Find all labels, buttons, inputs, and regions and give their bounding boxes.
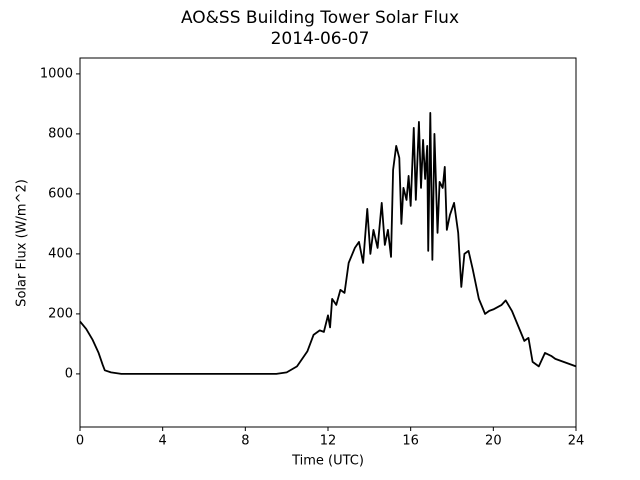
data-line <box>79 112 577 375</box>
x-axis-label: Time (UTC) <box>291 454 364 469</box>
x-tick-label: 12 <box>320 434 337 449</box>
y-axis-label: Solar Flux (W/m^2) <box>15 179 30 307</box>
chart-subtitle: 2014-06-07 <box>271 29 370 49</box>
x-tick-label: 0 <box>76 434 84 449</box>
y-tick-label: 800 <box>48 126 73 141</box>
x-tick-label: 4 <box>159 434 167 449</box>
y-tick-label: 200 <box>48 306 73 321</box>
chart-title: AO&SS Building Tower Solar Flux <box>181 8 459 28</box>
y-tick-label: 1000 <box>40 66 73 81</box>
y-tick-label: 400 <box>48 246 73 261</box>
x-tick-label: 20 <box>485 434 502 449</box>
y-tick-label: 0 <box>65 366 73 381</box>
y-tick-label: 600 <box>48 186 73 201</box>
x-tick-label: 24 <box>568 434 585 449</box>
plot-frame <box>79 57 577 428</box>
x-tick-label: 8 <box>241 434 249 449</box>
x-tick-label: 16 <box>402 434 419 449</box>
